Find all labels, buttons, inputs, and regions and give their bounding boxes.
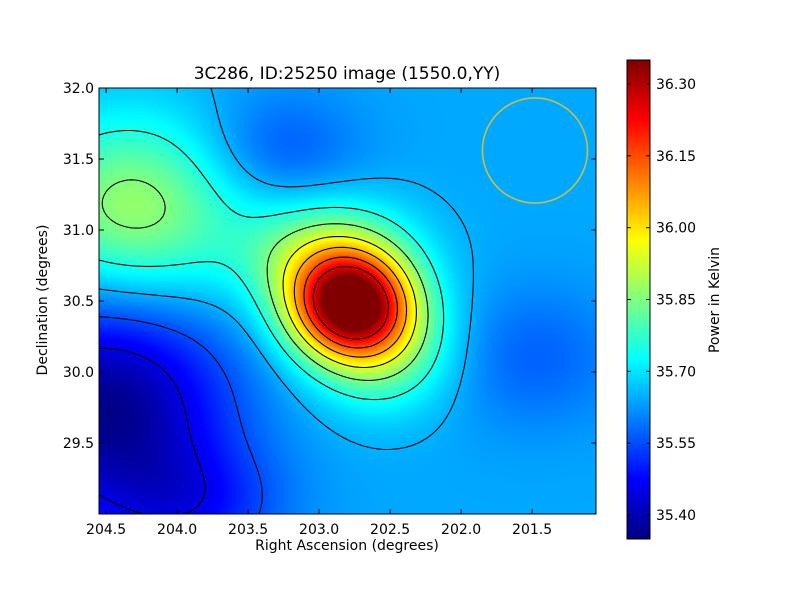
x-tick-label: 203.0	[299, 522, 339, 538]
x-axis-label: Right Ascension (degrees)	[255, 538, 439, 554]
x-tick-label: 202.0	[441, 522, 481, 538]
contour-lines	[99, 88, 474, 514]
contour-line	[99, 129, 445, 401]
plot-area	[98, 87, 597, 515]
colorbar-tick-label: 35.70	[656, 364, 696, 380]
y-tick-label: 32.0	[63, 81, 94, 97]
colorbar: 35.40 35.55 35.70 35.85 36.00 36.15 36.30 Powe…	[626, 59, 723, 540]
y-tick-label: 29.5	[63, 436, 94, 452]
contour-line	[99, 316, 263, 514]
colorbar-gradient	[627, 60, 650, 539]
colorbar-tick-label: 35.55	[656, 436, 696, 452]
contour-line	[312, 265, 389, 340]
chart-title: 3C286, ID:25250 image (1550.0,YY)	[194, 64, 501, 84]
y-tick-label: 30.0	[63, 365, 94, 381]
y-tick-label: 31.5	[63, 152, 94, 168]
x-tick-label: 201.5	[512, 522, 552, 538]
colorbar-tick-label: 35.40	[656, 508, 696, 524]
x-tick-label: 203.5	[228, 522, 268, 538]
colorbar-tick-label: 35.85	[656, 293, 696, 309]
x-tick-label: 204.5	[86, 522, 126, 538]
colorbar-tick-label: 36.00	[656, 221, 696, 237]
x-tick-label: 202.5	[370, 522, 410, 538]
x-tick-label: 204.0	[157, 522, 197, 538]
colorbar-tick-label: 36.15	[656, 149, 696, 165]
beam-ellipse	[481, 97, 589, 204]
contour-line	[101, 179, 429, 381]
heatmap-image	[99, 88, 596, 514]
x-axis: 204.5 204.0 203.5 203.0 202.5 202.0 201.5	[86, 88, 552, 538]
y-tick-label: 31.0	[63, 223, 94, 239]
y-tick-label: 30.5	[63, 294, 94, 310]
y-axis-label: Declination (degrees)	[35, 225, 51, 376]
colorbar-tick-label: 36.30	[656, 77, 696, 93]
colorbar-label: Power in Kelvin	[707, 247, 723, 353]
y-axis: 29.5 30.0 30.5 31.0 31.5 32.0	[63, 81, 596, 452]
contour-line	[282, 235, 417, 369]
contour-line	[99, 347, 206, 514]
colorbar-ticks: 35.40 35.55 35.70 35.85 36.00 36.15 36.30	[627, 77, 696, 524]
contour-line	[293, 246, 408, 358]
contour-line	[303, 256, 398, 349]
